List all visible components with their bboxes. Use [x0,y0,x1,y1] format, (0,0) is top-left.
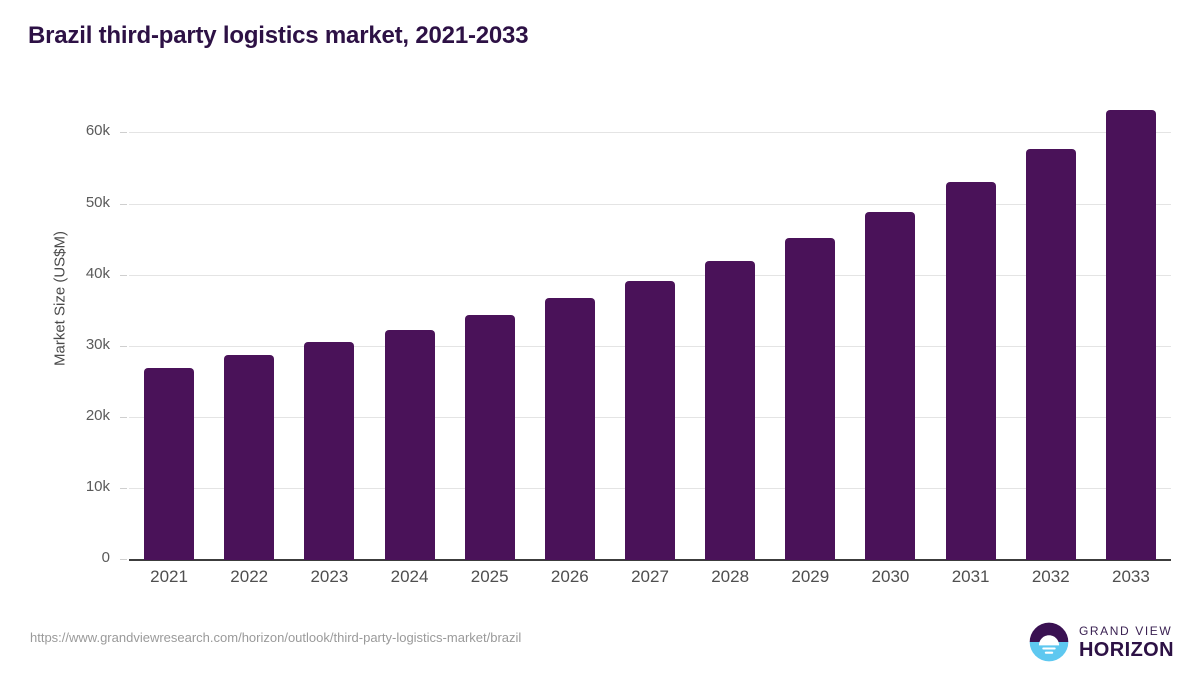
gridline [129,274,1171,276]
x-axis-tick-label: 2021 [150,567,188,586]
bar-2025[interactable] [464,314,515,560]
y-axis-tick [120,559,127,560]
y-axis-tick-label: 30k [85,335,110,353]
logo-wordmark: GRAND VIEW HORIZON [1079,625,1174,660]
y-axis-tick-label: 60k [85,122,110,140]
bar-2023[interactable] [304,342,355,560]
y-axis-tick [120,203,127,205]
bar-2024[interactable] [384,329,435,560]
bar-2033[interactable] [1105,109,1156,560]
y-axis-tick-label: 10k [85,477,110,495]
y-axis-tick [120,132,127,134]
x-axis-tick-label: 2024 [390,567,429,586]
bar-2026[interactable] [544,298,595,560]
x-axis-tick-label: 2031 [951,567,990,586]
x-axis-tick-label: 2025 [470,567,509,586]
y-axis-tick-label: 20k [85,406,110,424]
x-axis-line [129,559,1171,561]
bar-2021[interactable] [144,368,195,560]
bar-2030[interactable] [865,212,916,560]
logo-line-1: GRAND VIEW [1078,623,1173,638]
x-axis-tick-label: 2023 [310,567,349,586]
x-axis-tick-label: 2032 [1031,567,1070,586]
y-axis-tick-label: 50k [85,193,110,211]
y-axis-tick [120,487,127,489]
source-url[interactable]: https://www.grandviewresearch.com/horizo… [30,630,522,645]
x-axis-tick-label: 2033 [1112,567,1150,586]
page-title: Brazil third-party logistics market, 202… [28,22,529,49]
y-axis-tick [120,345,127,347]
gridline [129,203,1171,205]
x-axis-tick-label: 2027 [631,567,669,586]
x-axis-tick-label: 2026 [550,567,589,586]
horizon-circle-icon [1029,622,1069,662]
x-axis-tick-label: 2022 [230,567,269,586]
x-axis-tick-label: 2028 [711,567,750,586]
y-axis-tick-label: 40k [85,264,110,282]
bar-2028[interactable] [705,260,756,560]
gridline [129,132,1171,134]
y-axis-tick [120,416,127,418]
bar-2027[interactable] [625,281,675,560]
grand-view-horizon-logo[interactable]: GRAND VIEW HORIZON [1028,621,1174,663]
bar-2029[interactable] [785,237,836,560]
x-axis-tick-label: 2030 [871,567,910,586]
bar-2032[interactable] [1025,149,1076,560]
y-axis-tick-label: 0 [101,549,110,566]
logo-line-2: HORIZON [1078,638,1174,661]
x-axis-tick-label: 2029 [791,567,830,586]
bar-2031[interactable] [945,181,996,560]
bar-2022[interactable] [224,354,275,560]
y-axis-tick [120,274,127,276]
